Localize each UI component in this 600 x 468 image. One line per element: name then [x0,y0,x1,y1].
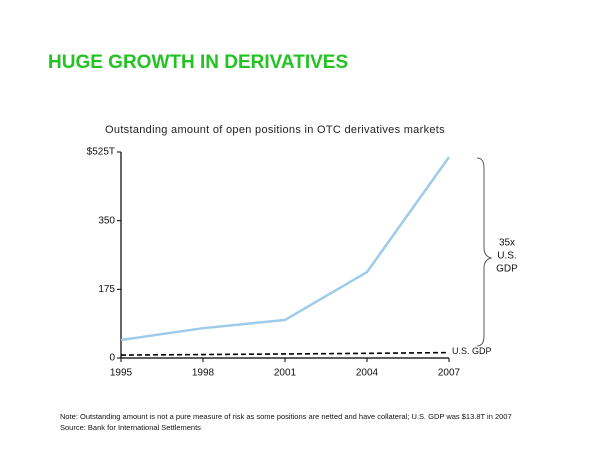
x-tick-label: 1995 [110,368,133,379]
x-tick-label: 2001 [274,368,297,379]
annotation: GDP [496,264,518,275]
brace [476,157,493,347]
chart-title: Outstanding amount of open positions in … [105,124,445,136]
y-tick-label: 175 [98,284,115,295]
y-tick-label: 350 [98,215,115,226]
annotation: U.S. [497,251,516,262]
note: Note: Outstanding amount is not a pure m… [60,412,512,421]
series-line [120,351,450,356]
series-line [120,156,451,342]
source: Source: Bank for International Settlemen… [60,423,201,432]
slide-title: HUGE GROWTH IN DERIVATIVES [48,52,348,73]
x-tick-label: 2004 [356,368,379,379]
y-tick-label: 0 [109,353,115,364]
y-tick-label: $525T [87,147,115,158]
annotation: 35x [499,238,515,249]
series-label: U.S. GDP [452,346,492,356]
x-tick-label: 1998 [192,368,215,379]
x-tick-label: 2007 [438,368,461,379]
